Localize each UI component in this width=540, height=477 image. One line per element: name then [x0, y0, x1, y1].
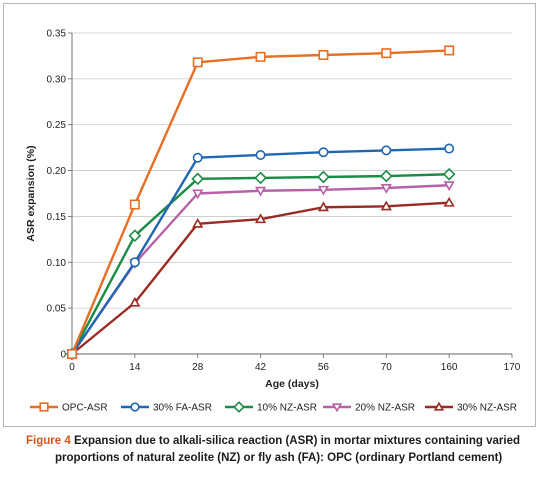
legend-label: 30% FA-ASR — [153, 403, 212, 414]
legend-label: OPC-ASR — [62, 403, 108, 414]
y-tick-label: 0.35 — [47, 29, 67, 40]
data-point — [129, 296, 141, 307]
series-line — [71, 201, 450, 355]
data-point — [317, 170, 330, 184]
data-point — [442, 167, 456, 181]
x-tick-label: 14 — [129, 362, 141, 373]
data-point — [444, 45, 455, 56]
data-point — [254, 213, 267, 224]
figure-label: Figure 4 — [26, 435, 71, 447]
data-point — [444, 143, 455, 154]
x-tick-label: 28 — [192, 362, 204, 373]
data-point — [254, 171, 267, 185]
legend-label: 10% NZ-ASR — [257, 403, 317, 414]
data-point — [191, 172, 205, 186]
legend-marker — [130, 402, 140, 412]
x-tick-label: 0 — [69, 362, 75, 373]
legend-marker — [331, 403, 343, 413]
y-axis-title: ASR expansion (%) — [25, 145, 37, 241]
data-point — [380, 200, 392, 211]
data-point — [129, 199, 140, 210]
data-point — [379, 169, 393, 183]
series-line — [70, 173, 450, 355]
y-tick-label: 0.25 — [47, 120, 67, 131]
figure-caption: Figure 4 Expansion due to alkali-silica … — [26, 433, 526, 467]
data-point — [255, 149, 266, 160]
legend-label: 30% NZ-ASR — [457, 403, 517, 414]
data-point — [129, 257, 140, 268]
legend-marker — [39, 402, 49, 412]
x-tick-label: 56 — [318, 362, 330, 373]
legend-marker — [233, 401, 245, 413]
data-point — [192, 152, 203, 163]
data-point — [192, 217, 204, 228]
legend-label: 20% NZ-ASR — [355, 403, 415, 414]
data-point — [192, 189, 204, 200]
y-tick-label: 0.30 — [47, 74, 67, 85]
caption-line-2: proportions of natural zeolite (NZ) or f… — [55, 452, 503, 464]
data-point — [317, 185, 330, 196]
data-point — [255, 51, 266, 62]
x-tick-label: 42 — [255, 362, 267, 373]
x-axis-title: Age (days) — [265, 378, 319, 390]
data-point — [443, 181, 455, 192]
data-point — [381, 48, 392, 59]
data-point — [380, 183, 392, 194]
data-point — [128, 229, 142, 243]
data-point — [443, 196, 455, 207]
data-point — [317, 201, 330, 212]
data-point — [318, 147, 329, 158]
data-point — [66, 348, 77, 359]
y-tick-label: 0.10 — [47, 258, 67, 269]
data-point — [254, 186, 267, 197]
y-tick-label: 0.15 — [47, 212, 67, 223]
figure-frame: 0 0.05 0.10 0.15 0.20 0.25 0.30 0.35 0 14 28 42 56 70… — [3, 3, 536, 427]
y-tick-label: 0.20 — [47, 166, 67, 177]
legend-marker — [433, 401, 445, 411]
x-tick-label: 70 — [381, 362, 393, 373]
data-point — [192, 57, 203, 68]
x-tick-label: 160 — [441, 362, 458, 373]
data-point — [318, 50, 329, 61]
data-point — [381, 145, 392, 156]
y-tick-label: 0 — [60, 350, 66, 361]
line-chart: 0 0.05 0.10 0.15 0.20 0.25 0.30 0.35 0 14 28 42 56 70… — [25, 29, 521, 414]
x-tick-label: 170 — [504, 362, 521, 373]
caption-line-1: Expansion due to alkali-silica reaction … — [73, 435, 520, 447]
y-tick-label: 0.05 — [47, 304, 67, 315]
